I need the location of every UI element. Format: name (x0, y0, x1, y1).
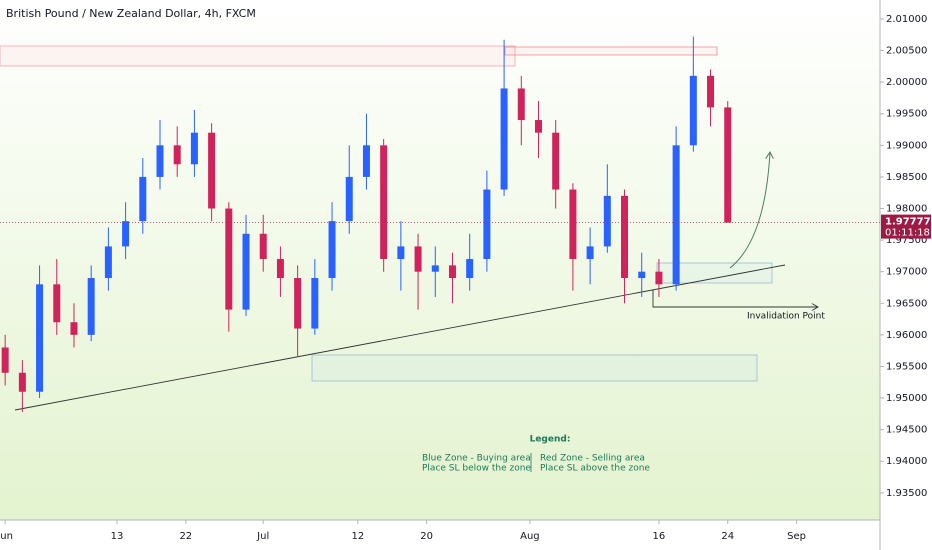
candle-body (1, 347, 9, 373)
y-tick-label: 1.94000 (886, 456, 927, 467)
y-tick-label: 1.96000 (886, 330, 927, 341)
candle-body (139, 176, 147, 222)
candle-body (466, 259, 474, 279)
candle-body (534, 120, 542, 133)
y-tick-label: 2.00000 (886, 77, 927, 88)
candle-body (294, 278, 302, 329)
x-tick-label: Jun (0, 531, 13, 542)
candle-body (104, 246, 112, 279)
last-price-box (881, 214, 931, 239)
y-tick-label: 1.95500 (886, 361, 927, 372)
countdown-label: 01:11:18 (885, 228, 930, 239)
candle-body (18, 372, 26, 392)
y-tick-label: 1.95000 (886, 393, 927, 404)
candle-body (431, 265, 439, 272)
legend-text: Place SL above the zone (540, 464, 650, 474)
candle-body (586, 246, 594, 260)
price-axis-bg (880, 0, 932, 550)
candle-body (328, 221, 336, 279)
time-axis-bg (0, 520, 880, 550)
plot-background (0, 0, 880, 520)
candle-body (345, 176, 353, 222)
y-tick-label: 1.99000 (886, 140, 927, 151)
candle-body (122, 221, 130, 247)
last-price-label: 1.97777 (885, 217, 931, 228)
y-tick-label: 1.97500 (886, 235, 927, 246)
candle-body (689, 75, 697, 146)
y-tick-label: 2.00500 (886, 46, 927, 57)
x-tick-label: Sep (787, 531, 806, 542)
candle-body (190, 132, 198, 165)
y-tick-label: 1.97000 (886, 267, 927, 278)
y-tick-label: 1.99500 (886, 109, 927, 120)
x-tick-label: 13 (111, 531, 124, 542)
x-tick-label: 12 (351, 531, 364, 542)
invalidation-line (652, 290, 818, 307)
y-tick-label: 1.98000 (886, 204, 927, 215)
candle-body (311, 278, 319, 329)
candle-body (156, 145, 164, 177)
y-tick-label: 1.98500 (886, 172, 927, 183)
candle-body (380, 145, 388, 260)
x-tick-label: Jul (256, 531, 269, 542)
legend-text: Blue Zone - Buying area (422, 454, 531, 464)
x-tick-label: 16 (653, 531, 666, 542)
candle-body (87, 278, 95, 335)
x-tick-label: 22 (179, 531, 192, 542)
candle-body (500, 88, 508, 190)
y-tick-label: 1.93500 (886, 488, 927, 499)
red-zone (0, 45, 516, 67)
blue-zone (311, 354, 758, 382)
chart-title: British Pound / New Zealand Dollar, 4h, … (6, 7, 256, 20)
candle-body (70, 322, 78, 335)
projection-arrow (729, 152, 770, 269)
candle-body (672, 145, 680, 285)
candle-body (259, 233, 267, 260)
candle-body (53, 284, 61, 323)
candle-body (208, 132, 216, 209)
candle-body (242, 233, 250, 310)
x-tick-label: 20 (420, 531, 433, 542)
candle-body (362, 145, 370, 177)
trendline (14, 264, 786, 411)
legend-title: Legend: (530, 435, 571, 445)
candle-body (603, 195, 611, 247)
candle-body (483, 189, 491, 260)
x-tick-label: 24 (721, 531, 734, 542)
legend-text: Red Zone - Selling area (540, 454, 645, 464)
legend-text: Place SL below the zone (422, 464, 531, 474)
candle-body (638, 271, 646, 279)
candle-body (707, 75, 715, 108)
candle-body (36, 284, 44, 392)
candle-body (173, 145, 181, 165)
candle-body (276, 259, 284, 279)
candle-body (724, 107, 732, 223)
candle-body (414, 246, 422, 272)
candle-body (552, 132, 560, 190)
x-tick-label: Aug (520, 531, 540, 542)
invalidation-label: Invalidation Point (747, 312, 825, 322)
y-tick-label: 2.01000 (886, 14, 927, 25)
red-zone (504, 46, 718, 56)
y-tick-label: 1.96500 (886, 298, 927, 309)
candle-body (225, 208, 233, 310)
y-tick-label: 1.94500 (886, 425, 927, 436)
candle-body (655, 271, 663, 285)
candle-body (448, 265, 456, 279)
candle-body (621, 195, 629, 279)
candle-body (517, 88, 525, 121)
candle-body (569, 189, 577, 260)
candle-body (397, 246, 405, 260)
